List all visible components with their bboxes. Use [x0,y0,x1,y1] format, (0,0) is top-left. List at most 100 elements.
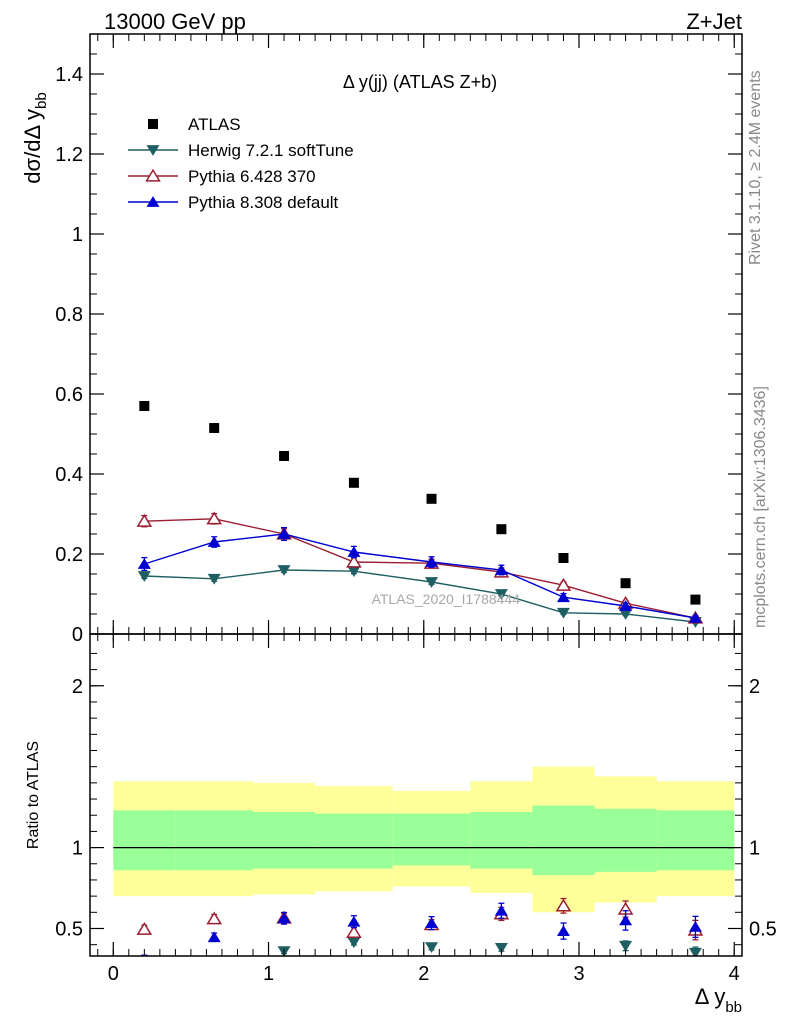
main-panel-data [136,401,704,628]
main-y-tick-label: 0.4 [55,464,83,486]
main-point-pythia-8-308-default [277,528,291,539]
ratio-inner-band [594,808,657,872]
ratio-point-pythia-6-428-370 [206,911,223,925]
ratio-point-herwig-7-2-1-softtune [557,959,570,970]
legend-item-pythia-6-428-370: Pythia 6.428 370 [128,167,316,186]
main-series-atlas [139,401,701,605]
x-tick-label: 2 [418,963,429,985]
svg-text:dσ/dΔ ybb: dσ/dΔ ybb [20,92,50,183]
legend-marker-pythia-8-308-default [146,196,160,207]
ratio-y-tick-label-right: 0.5 [749,918,777,940]
ratio-panel-frame [89,633,743,957]
main-y-tick-label: 1 [72,224,83,246]
main-point-herwig-7-2-1-softtune [425,577,439,588]
ratio-panel-data [113,766,735,974]
main-y-tick-label: 1.2 [55,144,83,166]
main-point-pythia-8-308-default [494,564,508,575]
ratio-point-herwig-7-2-1-softtune [494,943,508,954]
x-axis-label-main: Δ y [695,984,726,1009]
analysis-id-label: ATLAS_2020_I1788444 [372,591,521,607]
legend-item-atlas: ATLAS [148,115,241,134]
main-point-pythia-6-428-370 [555,577,572,591]
ratio-point-herwig-7-2-1-softtune [138,963,151,974]
main-point-pythia-8-308-default [137,558,151,569]
ratio-point-pythia-8-308-default [556,925,570,936]
main-point-herwig-7-2-1-softtune [494,589,508,600]
x-axis-label: Δ ybb [695,984,742,1016]
ratio-inner-band [532,805,595,876]
ratio-point-pythia-8-308-default [347,915,361,927]
ratio-y-tick-label: 0.5 [55,918,83,940]
main-series-herwig-7-2-1-softtune [137,565,702,628]
main-y-tick-label: 0.8 [55,304,83,326]
main-point-atlas [139,401,150,411]
ratio-inner-band [656,810,735,871]
ratio-y-tick-label-right: 2 [749,676,760,698]
ratio-point-herwig-7-2-1-softtune [619,940,633,952]
main-series-pythia-8-308-default [137,526,702,623]
main-point-pythia-8-308-default [347,546,361,557]
ratio-series-pythia-6-428-370 [136,897,704,941]
ratio-series-layer [136,897,704,974]
ratio-point-pythia-8-308-default [277,912,291,924]
main-point-pythia-8-308-default [425,556,439,567]
y-axis-label-sub: bb [33,92,50,109]
ratio-point-herwig-7-2-1-softtune [347,937,361,949]
main-point-atlas [209,423,220,433]
main-point-pythia-6-428-370 [206,511,223,525]
ratio-y-axis-label: Ratio to ATLAS [25,741,42,849]
ratio-inner-band [392,813,471,866]
x-tick-label: 4 [729,963,740,985]
main-point-pythia-8-308-default [688,612,702,623]
x-tick-label: 0 [108,963,119,985]
ratio-inner-band [253,811,316,869]
ratio-point-pythia-6-428-370 [555,898,572,912]
main-panel-axes: 0 0.2 0.4 0.6 0.8 1 1.2 1.4 [55,33,742,646]
legend-label-pythia-8-308-default: Pythia 8.308 default [188,193,339,212]
legend-item-herwig-7-2-1-softtune: Herwig 7.2.1 softTune [128,141,354,160]
main-point-atlas [426,493,437,504]
ratio-inner-band [175,810,253,871]
mcplots-label: mcplots.cern.ch [arXiv:1306.3436] [752,386,769,628]
main-point-pythia-6-428-370 [136,513,153,527]
main-point-herwig-7-2-1-softtune [619,609,633,620]
ratio-panel-axes: 0.5 0.5 1 1 2 2 0 1 2 3 4 [55,634,777,985]
ratio-inner-band [470,811,533,869]
legend-marker-atlas [148,119,158,129]
main-y-tick-label: 1.4 [55,64,83,86]
ratio-panel: 0.5 0.5 1 1 2 2 0 1 2 3 4 Ratio to ATLAS Δ ybb [25,633,777,1016]
x-tick-label: 1 [263,963,274,985]
legend-label-atlas: ATLAS [188,115,241,134]
ratio-point-pythia-8-308-default [207,931,221,943]
ratio-series-pythia-8-308-default [141,902,702,956]
main-point-atlas [279,451,290,461]
main-point-herwig-7-2-1-softtune [556,607,570,619]
legend-marker-pythia-6-428-370 [145,168,161,182]
x-axis-label-sub: bb [725,999,742,1016]
ratio-point-pythia-8-308-default [688,921,702,932]
legend-item-pythia-8-308-default: Pythia 8.308 default [128,193,339,212]
main-point-atlas [690,594,701,605]
ratio-inner-band [113,810,176,871]
main-point-pythia-6-428-370 [346,554,362,568]
ratio-point-pythia-8-308-default [494,904,508,916]
main-point-herwig-7-2-1-softtune [277,565,291,576]
ratio-uncertainty-bands [113,766,735,913]
ratio-point-pythia-6-428-370 [346,925,362,939]
ratio-y-tick-label: 1 [72,838,83,860]
ratio-inner-band [315,813,393,869]
ratio-point-herwig-7-2-1-softtune [208,961,221,972]
ratio-point-herwig-7-2-1-softtune [688,947,702,956]
main-point-herwig-7-2-1-softtune [207,573,221,585]
ratio-y-tick-label: 2 [72,676,83,698]
x-tick-label: 3 [573,963,584,985]
main-y-tick-label: 0.6 [55,384,83,406]
legend-label-herwig-7-2-1-softtune: Herwig 7.2.1 softTune [188,141,354,160]
main-point-pythia-8-308-default [207,536,221,547]
main-y-tick-label: 0 [72,624,83,646]
legend-marker-herwig-7-2-1-softtune [146,145,160,156]
y-axis-label-main: dσ/dΔ y [20,109,45,184]
main-series-layer [136,401,704,628]
chart-title: Δ y(jj) (ATLAS Z+b) [343,72,497,92]
